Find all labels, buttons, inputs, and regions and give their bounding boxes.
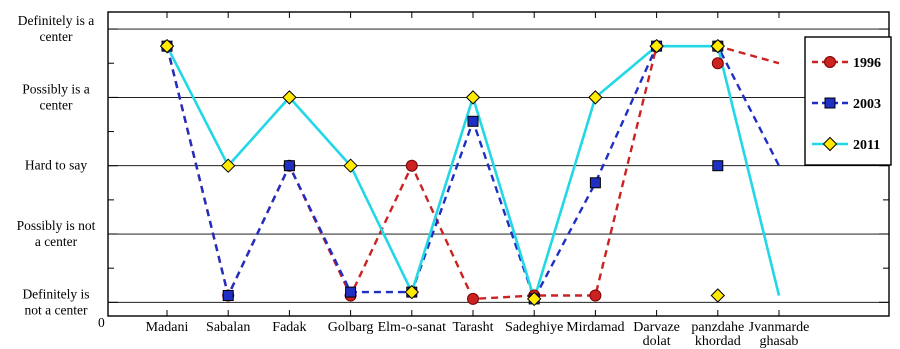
data-point-2011: [404, 284, 420, 300]
data-point-2003: [283, 160, 295, 172]
series-line-2011: [165, 44, 781, 301]
series-line-1996: [165, 44, 780, 301]
data-point-2011: [343, 158, 358, 173]
data-point-2003: [467, 115, 479, 127]
series-line-2003: [165, 44, 781, 301]
data-point-2003: [589, 177, 601, 189]
data-point-1996: [589, 289, 602, 302]
legend-label: 2011: [853, 138, 880, 153]
legend-item-2011: 2011: [812, 136, 880, 153]
data-point-2003: [712, 160, 724, 172]
x-tick-label: Darvaze dolat: [633, 320, 680, 349]
data-point-2011: [220, 158, 236, 173]
x-tick-labels: Madani Sabalan Fadak Golbarg Elm-o-sanat Tara…: [146, 320, 810, 349]
data-point-2011: [159, 38, 175, 54]
legend-item-2003: 2003: [812, 97, 881, 112]
legend: 1996 2003 2011: [804, 36, 892, 166]
series-markers-1996: [161, 40, 724, 305]
data-point-2011: [649, 38, 664, 54]
y-tick-label: Hard to say: [25, 158, 87, 173]
data-point-1996: [711, 57, 724, 70]
x-tick-label: Tarasht: [452, 320, 493, 335]
x-tick-label: Sadeghiye: [505, 320, 563, 335]
y-tick-labels: Definitely is not a center Possibly is not…: [17, 13, 96, 317]
x-tick-label: Mirdamad: [566, 320, 624, 335]
data-point-2003: [345, 286, 357, 298]
legend-marker: [822, 136, 838, 152]
data-point-2003: [222, 290, 234, 302]
x-origin-label: 0: [98, 315, 105, 330]
data-point-1996: [467, 292, 479, 305]
legend-item-1996: 1996: [812, 56, 881, 71]
series-2011: [165, 44, 781, 301]
grid-lines: [108, 28, 889, 303]
series-markers-2003: [161, 40, 724, 305]
x-tick-label: Sabalan: [206, 320, 250, 335]
x-tick-label: Golbarg: [328, 320, 374, 335]
legend-label: 2003: [853, 97, 881, 112]
y-tick-label: Definitely is a center: [18, 13, 94, 44]
series-1996: [165, 44, 780, 301]
x-tick-label: Madani: [146, 320, 189, 335]
x-tick-label: Elm-o-sanat: [378, 320, 447, 335]
data-point-2011: [282, 90, 297, 105]
data-point-2011: [710, 288, 726, 303]
axis-ticks: [108, 12, 889, 316]
x-tick-label: panzdahe khordad: [691, 320, 744, 349]
data-point-2011: [526, 291, 542, 307]
data-point-1996: [405, 159, 418, 172]
series: [159, 38, 781, 307]
y-tick-label: Possibly is a center: [22, 81, 90, 112]
data-point-2011: [465, 90, 481, 105]
legend-label: 1996: [853, 56, 881, 71]
data-point-2011: [710, 38, 726, 54]
y-tick-label: Possibly is not a center: [17, 218, 96, 249]
x-tick-label: Jvanmarde ghasab: [749, 320, 810, 349]
series-2003: [165, 44, 781, 301]
legend-marker: [824, 56, 836, 68]
data-point-2011: [588, 90, 603, 105]
series-markers-2011: [159, 38, 726, 307]
legend-marker: [824, 97, 836, 109]
y-tick-label: Definitely is not a center: [22, 286, 89, 317]
x-tick-label: Fadak: [272, 320, 306, 335]
